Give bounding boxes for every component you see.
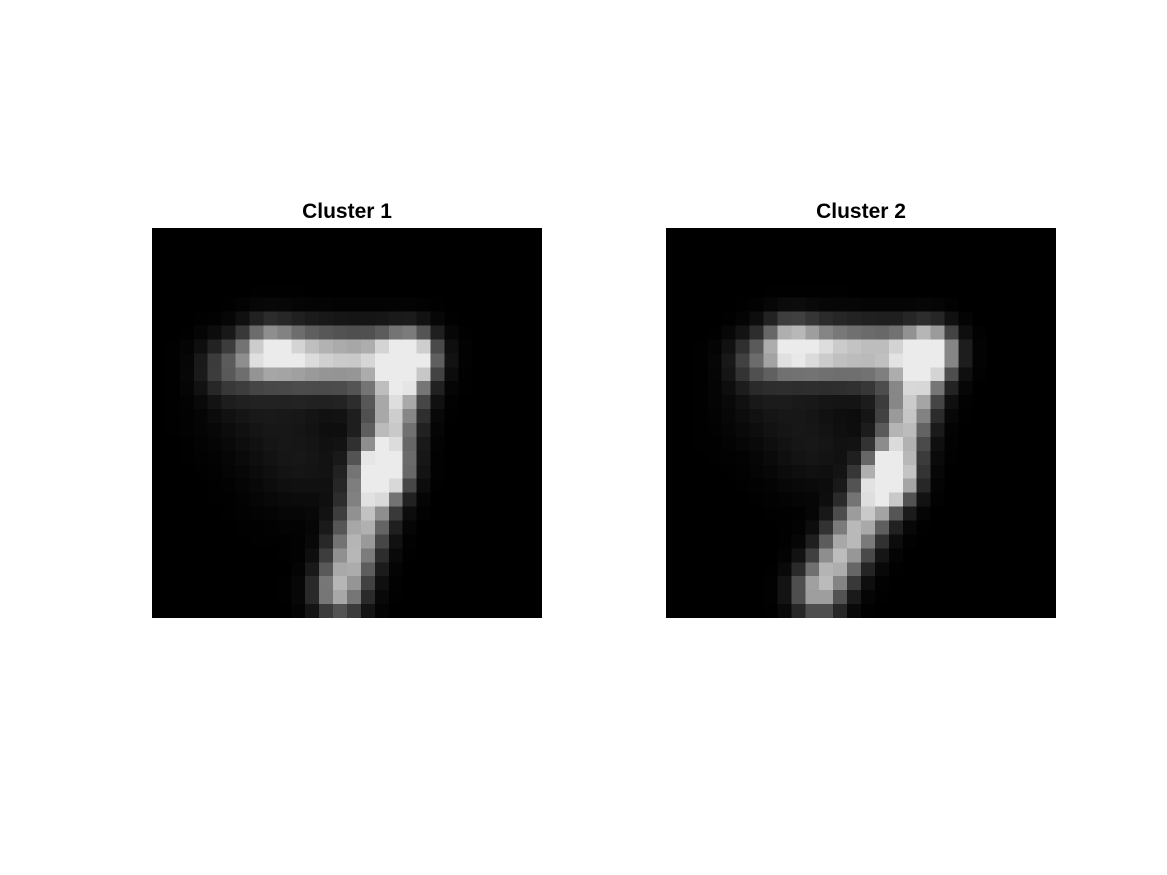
cluster-2-image <box>666 228 1056 618</box>
cluster-2-title: Cluster 2 <box>816 200 906 223</box>
cluster-1-image <box>152 228 542 618</box>
cluster-1-title: Cluster 1 <box>302 200 392 223</box>
cluster-panel-2: Cluster 2 <box>666 196 1056 618</box>
digit-seven-mean-image-icon <box>666 228 1056 618</box>
digit-seven-mean-image-icon <box>152 228 542 618</box>
cluster-panel-1: Cluster 1 <box>152 196 542 618</box>
